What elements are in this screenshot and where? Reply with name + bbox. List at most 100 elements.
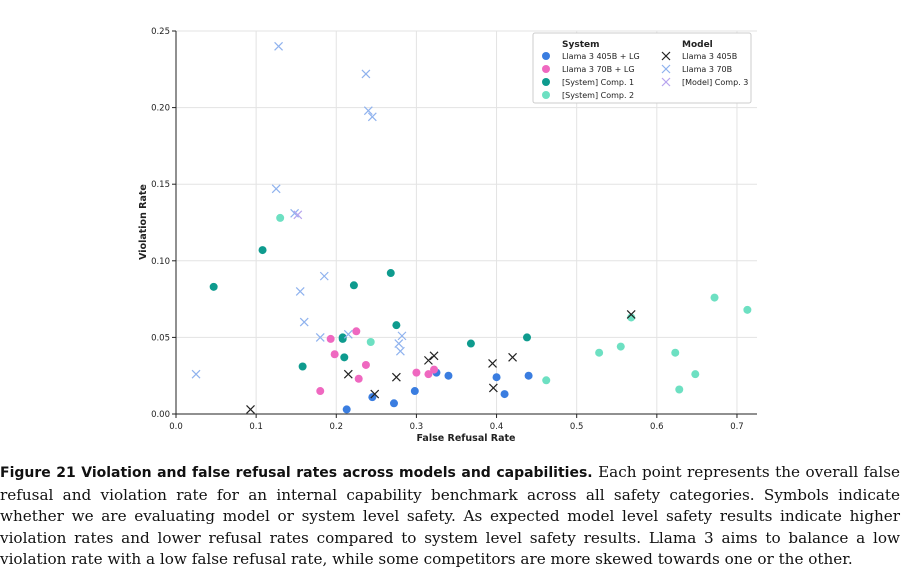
y-tick-label: 0.15 [151,180,170,190]
data-point-llama-3-405b [429,351,439,361]
data-point-llama-3-70b-lg [326,334,335,343]
x-marker-stroke [424,355,433,365]
data-point-llama-3-405b-lg [524,371,533,380]
data-point-llama-3-70b [191,369,201,379]
data-point-system-comp-1 [338,334,347,343]
data-point-system-comp-2 [616,342,625,351]
data-point-system-comp-1 [466,339,475,348]
axes [175,31,757,415]
x-tick-label: 0.5 [570,422,584,432]
x-marker-stroke [271,184,281,194]
data-points [191,41,752,414]
data-point-system-comp-1 [523,333,532,342]
legend-title-system: System [562,40,600,50]
legend-marker-llama-3-405b-lg [542,52,550,60]
data-point-system-comp-2 [366,337,375,346]
legend-marker-system-comp-2 [542,91,550,99]
y-tick-label: 0.00 [151,410,170,420]
series-llama-3-405b [246,309,636,414]
data-point-system-comp-1 [209,282,218,291]
data-point-llama-3-70b-lg [424,370,433,379]
caption-body: Each point represents the overall false … [0,463,900,568]
x-ticks: 0.0 0.1 0.2 0.3 0.4 0.5 0.6 0.7 [169,414,744,432]
x-marker-stroke [343,329,353,339]
legend-label-system-comp-1: [System] Comp. 1 [562,78,634,87]
data-point-system-comp-1 [258,246,267,255]
legend-label-llama-3-70b: Llama 3 70B [682,65,732,74]
x-tick-label: 0.4 [490,422,504,432]
x-tick-label: 0.6 [650,422,664,432]
series-llama-3-70b-lg [316,327,439,396]
data-point-llama-3-70b [274,41,284,51]
data-point-model-comp-3 [293,210,303,220]
data-point-llama-3-70b-lg [316,387,325,396]
data-point-llama-3-405b [391,372,401,382]
x-marker-stroke [626,309,636,319]
data-point-llama-3-70b-lg [330,350,339,359]
data-point-system-comp-2 [671,348,680,357]
series-system-comp-2 [276,213,752,394]
data-point-llama-3-70b [319,271,329,281]
legend-box [532,32,752,104]
data-point-llama-3-405b [343,369,353,379]
x-marker-stroke [343,369,353,379]
x-marker-stroke [397,331,407,341]
data-point-llama-3-70b [271,184,281,194]
x-marker-stroke [315,332,325,342]
legend-marker-model-comp-3 [661,77,671,87]
x-marker-stroke [299,317,309,327]
y-tick-label: 0.05 [151,333,170,343]
y-axis-label: Violation Rate [138,184,149,260]
y-ticks: 0.00 0.05 0.10 0.15 0.20 0.25 [151,27,176,420]
data-point-llama-3-70b [363,106,373,116]
data-point-llama-3-70b [394,339,404,348]
data-point-llama-3-70b [361,69,371,79]
data-point-llama-3-70b [299,317,309,327]
figure-caption: Figure 21 Violation and false refusal ra… [0,462,900,571]
x-marker-stroke [361,69,371,79]
x-marker-stroke [370,389,380,399]
data-point-llama-3-405b [508,352,518,362]
data-point-llama-3-70b [397,331,407,341]
caption-title: Figure 21 Violation and false refusal ra… [0,465,593,481]
x-marker-stroke [367,112,377,122]
x-marker-stroke [191,369,201,379]
x-marker-stroke [246,404,255,414]
legend-marker-llama-3-405b [661,51,671,61]
x-marker-stroke [394,339,404,348]
data-point-system-comp-2 [710,293,719,302]
legend-label-llama-3-70b-lg: Llama 3 70B + LG [562,65,635,74]
data-point-llama-3-405b-lg [410,387,419,396]
x-marker-stroke [661,51,671,61]
legend-label-model-comp-3: [Model] Comp. 3 [682,78,748,87]
data-point-llama-3-405b [246,404,255,414]
data-point-system-comp-1 [298,362,307,371]
data-point-system-comp-2 [276,213,285,222]
data-point-llama-3-405b-lg [500,390,509,399]
x-marker-stroke [395,346,405,356]
legend-label-system-comp-2: [System] Comp. 2 [562,91,634,100]
x-marker-stroke [429,351,439,361]
data-point-llama-3-70b-lg [352,327,361,336]
data-point-llama-3-405b-lg [342,405,351,414]
legend-marker-system-comp-1 [542,78,550,86]
x-tick-label: 0.3 [410,422,424,432]
x-marker-stroke [363,106,373,116]
legend-title-model: Model [682,40,713,50]
x-marker-stroke [508,352,518,362]
legend-label-llama-3-405b-lg: Llama 3 405B + LG [562,52,640,61]
x-axis-label: False Refusal Rate [417,433,516,444]
x-marker-stroke [661,77,671,87]
y-tick-label: 0.10 [151,257,170,267]
data-point-llama-3-405b [626,309,636,319]
data-point-llama-3-70b-lg [412,368,421,377]
y-tick-label: 0.25 [151,27,170,37]
data-point-llama-3-70b [343,329,353,339]
x-marker-stroke [319,271,329,281]
data-point-system-comp-1 [392,321,401,330]
data-point-llama-3-405b [488,383,498,393]
x-tick-label: 0.1 [249,422,263,432]
data-point-llama-3-70b-lg [354,374,363,383]
data-point-llama-3-70b [295,287,305,296]
legend-marker-llama-3-70b-lg [542,65,550,73]
